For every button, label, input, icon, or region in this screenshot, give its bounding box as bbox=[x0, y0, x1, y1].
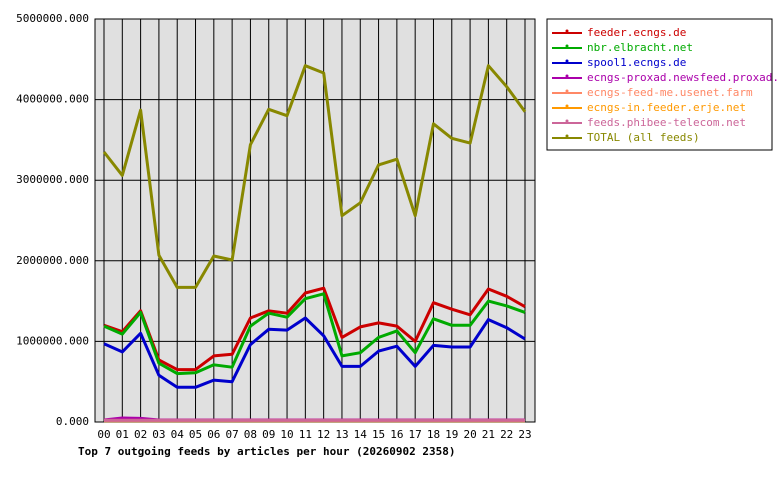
legend-label: nbr.elbracht.net bbox=[587, 41, 693, 54]
y-tick-label: 4000000.000 bbox=[16, 93, 89, 106]
legend-label: feeds.phibee-telecom.net bbox=[587, 116, 746, 129]
legend-marker bbox=[565, 119, 569, 123]
x-tick-label: 04 bbox=[171, 428, 185, 441]
legend-marker bbox=[565, 59, 569, 63]
x-tick-label: 07 bbox=[226, 428, 239, 441]
x-tick-label: 18 bbox=[427, 428, 440, 441]
legend-marker bbox=[565, 104, 569, 108]
legend-marker bbox=[565, 89, 569, 93]
x-tick-label: 12 bbox=[317, 428, 330, 441]
x-tick-label: 13 bbox=[335, 428, 348, 441]
y-tick-label: 1000000.000 bbox=[16, 334, 89, 347]
series-line bbox=[102, 64, 527, 289]
x-tick-label: 05 bbox=[189, 428, 202, 441]
legend-label: ecngs-in.feeder.erje.net bbox=[587, 101, 746, 114]
x-tick-label: 00 bbox=[97, 428, 110, 441]
x-tick-label: 16 bbox=[390, 428, 403, 441]
series-line bbox=[103, 316, 526, 389]
legend-label: ecngs-feed-me.usenet.farm bbox=[587, 86, 753, 99]
legend-marker bbox=[565, 134, 569, 138]
y-tick-label: 5000000.000 bbox=[16, 12, 89, 25]
x-tick-label: 20 bbox=[463, 428, 476, 441]
x-tick-label: 10 bbox=[280, 428, 293, 441]
y-tick-label: 2000000.000 bbox=[16, 254, 89, 267]
x-tick-label: 19 bbox=[445, 428, 458, 441]
x-tick-label: 06 bbox=[207, 428, 220, 441]
legend-label: TOTAL (all feeds) bbox=[587, 131, 700, 144]
y-tick-label: 0.000 bbox=[56, 415, 89, 428]
legend-marker bbox=[565, 29, 569, 33]
series-line bbox=[103, 286, 526, 372]
y-tick-label: 3000000.000 bbox=[16, 173, 89, 186]
x-tick-label: 08 bbox=[244, 428, 257, 441]
x-tick-label: 02 bbox=[134, 428, 147, 441]
legend-label: feeder.ecngs.de bbox=[587, 26, 686, 39]
x-tick-label: 11 bbox=[299, 428, 312, 441]
series-line bbox=[103, 292, 526, 376]
chart-title: Top 7 outgoing feeds by articles per hou… bbox=[78, 445, 456, 458]
legend bbox=[546, 18, 773, 151]
legend-marker bbox=[565, 74, 569, 78]
x-tick-label: 03 bbox=[152, 428, 165, 441]
plot-area bbox=[94, 18, 536, 423]
x-tick-label: 21 bbox=[482, 428, 495, 441]
legend-label: ecngs-proxad.newsfeed.proxad.net bbox=[587, 71, 780, 84]
x-tick-label: 23 bbox=[518, 428, 531, 441]
legend-marker bbox=[565, 44, 569, 48]
x-tick-label: 22 bbox=[500, 428, 513, 441]
x-tick-label: 17 bbox=[409, 428, 422, 441]
x-tick-label: 15 bbox=[372, 428, 385, 441]
x-tick-label: 14 bbox=[354, 428, 368, 441]
x-tick-label: 09 bbox=[262, 428, 275, 441]
x-tick-label: 01 bbox=[116, 428, 129, 441]
legend-label: spool1.ecngs.de bbox=[587, 56, 686, 69]
